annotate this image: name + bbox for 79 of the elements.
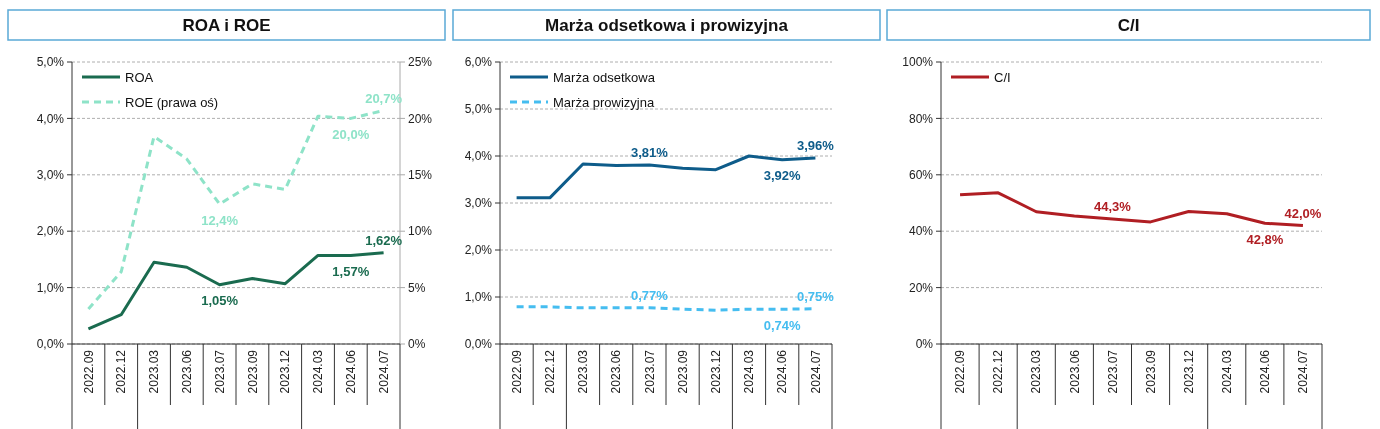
x-tick-label: 2023.03 — [1029, 349, 1044, 394]
y2-tick-label: 10% — [408, 224, 433, 239]
data-label: 3,92% — [763, 168, 802, 184]
y-tick-label: 60% — [908, 168, 934, 182]
data-label: 42,0% — [1284, 205, 1322, 221]
chart-title: C/I — [1117, 16, 1140, 35]
y-tick-label: 5,0% — [464, 102, 493, 117]
x-tick-label: 2022.12 — [991, 349, 1006, 394]
data-label: 1,57% — [332, 264, 370, 279]
legend-label: C/I — [994, 69, 1011, 85]
x-tick-label: 2023.09 — [245, 349, 260, 394]
x-tick-label: 2023.03 — [147, 349, 162, 394]
y2-tick-label: 15% — [408, 168, 433, 182]
x-tick-label: 2023.12 — [1181, 349, 1196, 394]
chart-title: Marża odsetkowa i prowizyjna — [545, 16, 789, 35]
x-tick-label: 2024.07 — [808, 349, 823, 394]
legend-label: Marża prowizyjna — [553, 94, 655, 110]
x-tick-label: 2023.07 — [642, 349, 657, 394]
x-tick-label: 2024.07 — [376, 349, 391, 394]
y-tick-label: 3,0% — [36, 168, 65, 182]
data-label: 0,74% — [763, 317, 802, 333]
x-tick-label: 2022.09 — [953, 349, 968, 394]
legend-label: ROA — [125, 69, 154, 85]
x-tick-label: 2023.06 — [180, 349, 194, 394]
x-tick-label: 2024.03 — [311, 349, 326, 394]
x-tick-label: 2024.03 — [742, 349, 757, 394]
x-tick-label: 2023.09 — [675, 349, 690, 394]
x-tick-label: 2024.06 — [775, 349, 790, 394]
x-tick-label: 2024.07 — [1296, 349, 1311, 394]
y-tick-label: 3,0% — [464, 196, 493, 211]
x-tick-label: 2024.06 — [1258, 349, 1273, 394]
y-tick-label: 2,0% — [36, 224, 65, 239]
x-tick-label: 2022.12 — [543, 349, 557, 394]
y-tick-label: 0% — [915, 337, 934, 352]
data-label: 44,3% — [1094, 199, 1132, 215]
y2-tick-label: 5% — [408, 280, 426, 295]
x-tick-label: 2024.03 — [1219, 349, 1234, 394]
data-label: 0,75% — [796, 288, 835, 304]
x-tick-label: 2022.09 — [81, 349, 96, 394]
data-label: 1,05% — [201, 293, 239, 309]
legend-label: Marża odsetkowa — [553, 69, 656, 85]
y-tick-label: 20% — [908, 280, 934, 295]
y-tick-label: 100% — [902, 55, 934, 70]
y-tick-label: 1,0% — [464, 290, 493, 305]
y2-tick-label: 20% — [408, 111, 433, 126]
y-tick-label: 4,0% — [464, 149, 493, 164]
x-tick-label: 2023.03 — [576, 349, 591, 394]
x-tick-label: 2022.09 — [509, 349, 524, 394]
y2-tick-label: 25% — [408, 55, 433, 70]
y-tick-label: 6,0% — [464, 55, 493, 70]
data-label: 3,96% — [796, 137, 835, 153]
x-tick-label: 2023.07 — [1105, 349, 1120, 394]
x-tick-label: 2023.09 — [1143, 349, 1158, 394]
y-tick-label: 40% — [908, 224, 934, 239]
data-label: 42,8% — [1246, 231, 1284, 247]
x-tick-label: 2024.06 — [344, 349, 358, 394]
data-label: 1,62% — [365, 232, 403, 248]
x-tick-label: 2023.06 — [1067, 349, 1082, 394]
x-tick-label: 2023.06 — [609, 349, 624, 394]
y-tick-label: 0,0% — [36, 337, 65, 352]
x-tick-label: 2023.07 — [212, 349, 227, 394]
data-label: 3,81% — [630, 144, 669, 160]
y-tick-label: 4,0% — [36, 111, 65, 126]
data-label: 0,77% — [630, 287, 669, 303]
x-tick-label: 2023.12 — [709, 349, 723, 394]
data-label: 20,0% — [332, 126, 370, 142]
line-series — [86, 251, 386, 331]
y-tick-label: 0,0% — [464, 337, 493, 352]
y-tick-label: 1,0% — [36, 280, 65, 295]
y-tick-label: 80% — [908, 111, 934, 126]
legend-label: ROE (prawa oś) — [125, 94, 219, 110]
y-tick-label: 5,0% — [36, 55, 65, 70]
data-label: 20,7% — [365, 90, 403, 106]
y2-tick-label: 0% — [408, 337, 426, 352]
chart-title: ROA i ROE — [182, 16, 271, 35]
x-tick-label: 2022.12 — [114, 349, 129, 394]
x-tick-label: 2023.12 — [278, 349, 293, 394]
data-label: 12,4% — [201, 212, 239, 228]
y-tick-label: 2,0% — [464, 243, 493, 258]
